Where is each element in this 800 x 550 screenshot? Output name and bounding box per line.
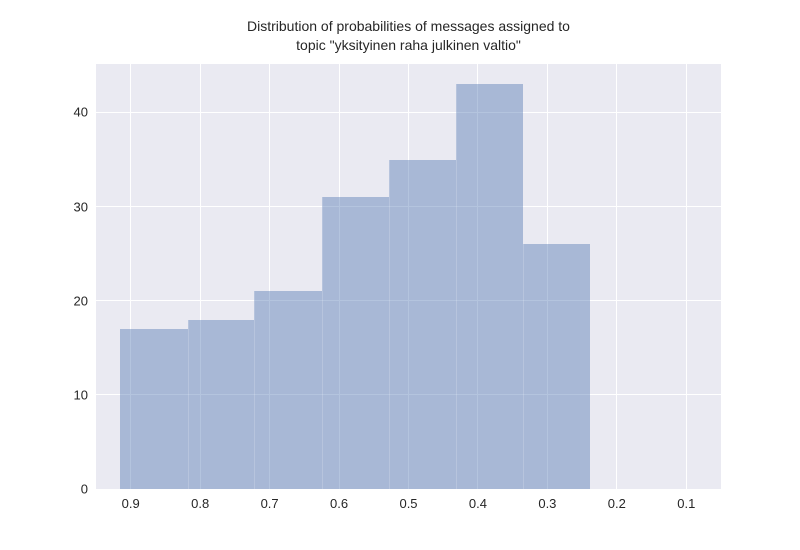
x-tick-label: 0.1 (677, 496, 696, 511)
histogram-bar (523, 244, 591, 489)
gridline-y (96, 111, 721, 113)
histogram-bar (389, 159, 456, 489)
histogram-bar (455, 84, 524, 489)
y-tick-label: 10 (73, 387, 88, 403)
x-tick-label: 0.4 (468, 496, 487, 511)
chart-title-line1: Distribution of probabilities of message… (247, 18, 570, 34)
y-tick-label: 40 (73, 104, 88, 120)
gridline-y (96, 488, 721, 490)
histogram-bar (187, 319, 255, 489)
chart-title: Distribution of probabilities of message… (96, 17, 721, 55)
gridline-y (96, 300, 721, 302)
x-tick-label: 0.5 (399, 496, 418, 511)
gridline-y (96, 394, 721, 396)
gridline-x (199, 64, 201, 489)
x-tick-label: 0.3 (538, 496, 557, 511)
histogram-bar (254, 291, 322, 489)
x-tick-label: 0.8 (191, 496, 210, 511)
y-tick-label: 20 (73, 293, 88, 309)
gridline-x (477, 64, 479, 489)
x-tick-label: 0.2 (607, 496, 626, 511)
gridline-x (338, 64, 340, 489)
gridline-x (685, 64, 687, 489)
gridline-x (130, 64, 132, 489)
x-tick-label: 0.9 (121, 496, 140, 511)
gridline-y (96, 206, 721, 208)
gridline-x (408, 64, 409, 489)
gridline-x (546, 64, 548, 489)
gridline-x (616, 64, 618, 489)
histogram-bar (321, 197, 390, 489)
gridline-x (269, 64, 271, 489)
plot-area (96, 64, 721, 490)
chart-title-line2: topic "yksityinen raha julkinen valtio" (296, 37, 521, 53)
y-tick-label: 0 (80, 481, 88, 497)
histogram-bar (120, 328, 188, 489)
y-tick-label: 30 (73, 199, 88, 215)
x-tick-label: 0.6 (330, 496, 349, 511)
x-tick-label: 0.7 (260, 496, 279, 511)
